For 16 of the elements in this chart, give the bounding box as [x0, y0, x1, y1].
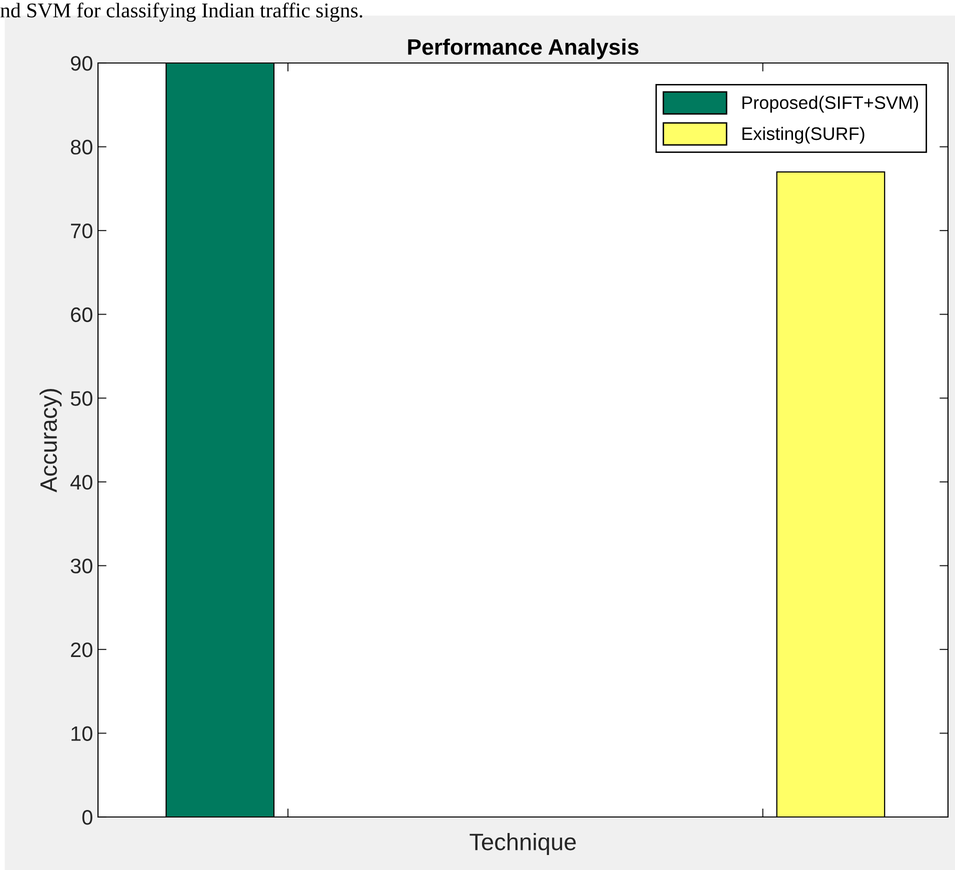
chart-title: Performance Analysis: [408, 38, 638, 60]
y-tick-label: 10: [72, 726, 92, 741]
y-tick-label: 40: [70, 474, 92, 490]
y-tick-label: 60: [71, 307, 92, 322]
legend-label: Proposed(SIFT+SVM): [742, 96, 918, 113]
x-axis-title: Technique: [470, 832, 576, 855]
y-axis-title: Accuracy): [40, 388, 62, 492]
y-tick-label: 70: [71, 224, 92, 238]
text: nd SVM for classifying Indian traffic signs.: [0, 2, 362, 22]
legend-label: Existing(SURF): [742, 126, 864, 144]
y-tick-label: 80: [70, 140, 92, 155]
y-tick-label: 90: [70, 56, 92, 71]
y-tick-label: 0: [82, 810, 92, 825]
y-tick-label: 20: [71, 642, 92, 658]
y-tick-label: 30: [70, 558, 92, 574]
y-tick-label: 50: [70, 391, 92, 406]
